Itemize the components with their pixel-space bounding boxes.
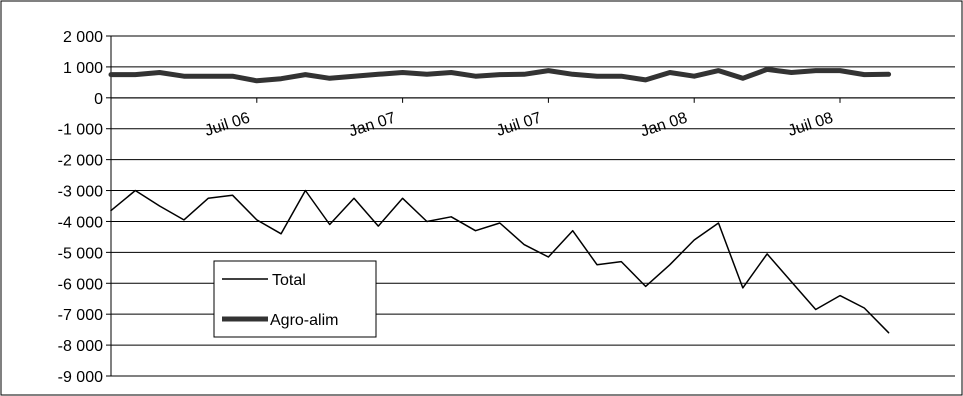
y-tick-label: -3 000 xyxy=(58,184,103,201)
y-tick-label: 0 xyxy=(94,91,103,108)
y-axis-ticks: 2 000 1 000 0 -1 000 -2 000 -3 000 -4 000 -5 00… xyxy=(58,29,111,386)
series-line-total xyxy=(110,189,890,334)
series-lines xyxy=(108,66,892,334)
y-tick-label: 2 000 xyxy=(63,29,103,46)
legend-box xyxy=(213,260,377,338)
y-tick-label: -1 000 xyxy=(58,122,103,139)
y-tick-label: -2 000 xyxy=(58,153,103,170)
y-tick-label: -4 000 xyxy=(58,214,103,231)
legend-label-total: Total xyxy=(272,272,306,289)
y-tick-label: -9 000 xyxy=(58,369,103,386)
y-tick-label: -8 000 xyxy=(58,338,103,355)
axes xyxy=(110,36,955,376)
y-tick-label: -6 000 xyxy=(58,276,103,293)
y-tick-label: -5 000 xyxy=(58,245,103,262)
legend: Total Agro-alim xyxy=(213,260,377,338)
y-tick-label: -7 000 xyxy=(58,307,103,324)
legend-label-agro-alim: Agro-alim xyxy=(270,312,338,329)
series-line-agro-alim xyxy=(108,66,892,84)
y-tick-label: 1 000 xyxy=(63,60,103,77)
